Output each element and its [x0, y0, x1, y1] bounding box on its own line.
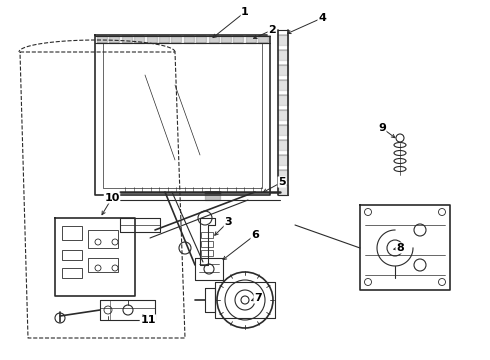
Bar — [88, 258, 118, 272]
Text: 9: 9 — [378, 123, 386, 133]
Polygon shape — [278, 65, 288, 75]
Polygon shape — [134, 36, 144, 43]
Polygon shape — [278, 35, 288, 45]
Polygon shape — [278, 125, 288, 135]
Polygon shape — [159, 36, 169, 43]
Polygon shape — [278, 185, 288, 195]
Polygon shape — [122, 36, 132, 43]
Bar — [201, 241, 213, 247]
Polygon shape — [278, 95, 288, 105]
Text: 6: 6 — [251, 230, 259, 240]
Polygon shape — [278, 155, 288, 165]
Text: 1: 1 — [241, 7, 249, 17]
Polygon shape — [278, 170, 288, 180]
Text: 10: 10 — [104, 193, 120, 203]
Bar — [201, 250, 213, 256]
Polygon shape — [147, 36, 157, 43]
Bar — [62, 250, 82, 260]
Bar — [62, 226, 82, 240]
Polygon shape — [205, 192, 220, 200]
Text: 7: 7 — [254, 293, 262, 303]
Polygon shape — [246, 36, 256, 43]
Text: 11: 11 — [140, 315, 156, 325]
Text: 2: 2 — [268, 25, 276, 35]
Polygon shape — [278, 140, 288, 150]
Text: 3: 3 — [224, 217, 232, 227]
Polygon shape — [278, 110, 288, 120]
Text: 4: 4 — [318, 13, 326, 23]
Polygon shape — [196, 36, 206, 43]
Polygon shape — [209, 36, 219, 43]
Polygon shape — [97, 36, 107, 43]
Polygon shape — [233, 36, 244, 43]
Bar — [88, 230, 118, 248]
Polygon shape — [172, 36, 181, 43]
Text: 8: 8 — [396, 243, 404, 253]
Polygon shape — [278, 50, 288, 60]
Polygon shape — [184, 36, 194, 43]
Polygon shape — [258, 36, 268, 43]
Text: 5: 5 — [278, 177, 286, 187]
Bar — [201, 232, 213, 238]
Bar — [62, 268, 82, 278]
Polygon shape — [278, 80, 288, 90]
Polygon shape — [109, 36, 120, 43]
Polygon shape — [221, 36, 231, 43]
